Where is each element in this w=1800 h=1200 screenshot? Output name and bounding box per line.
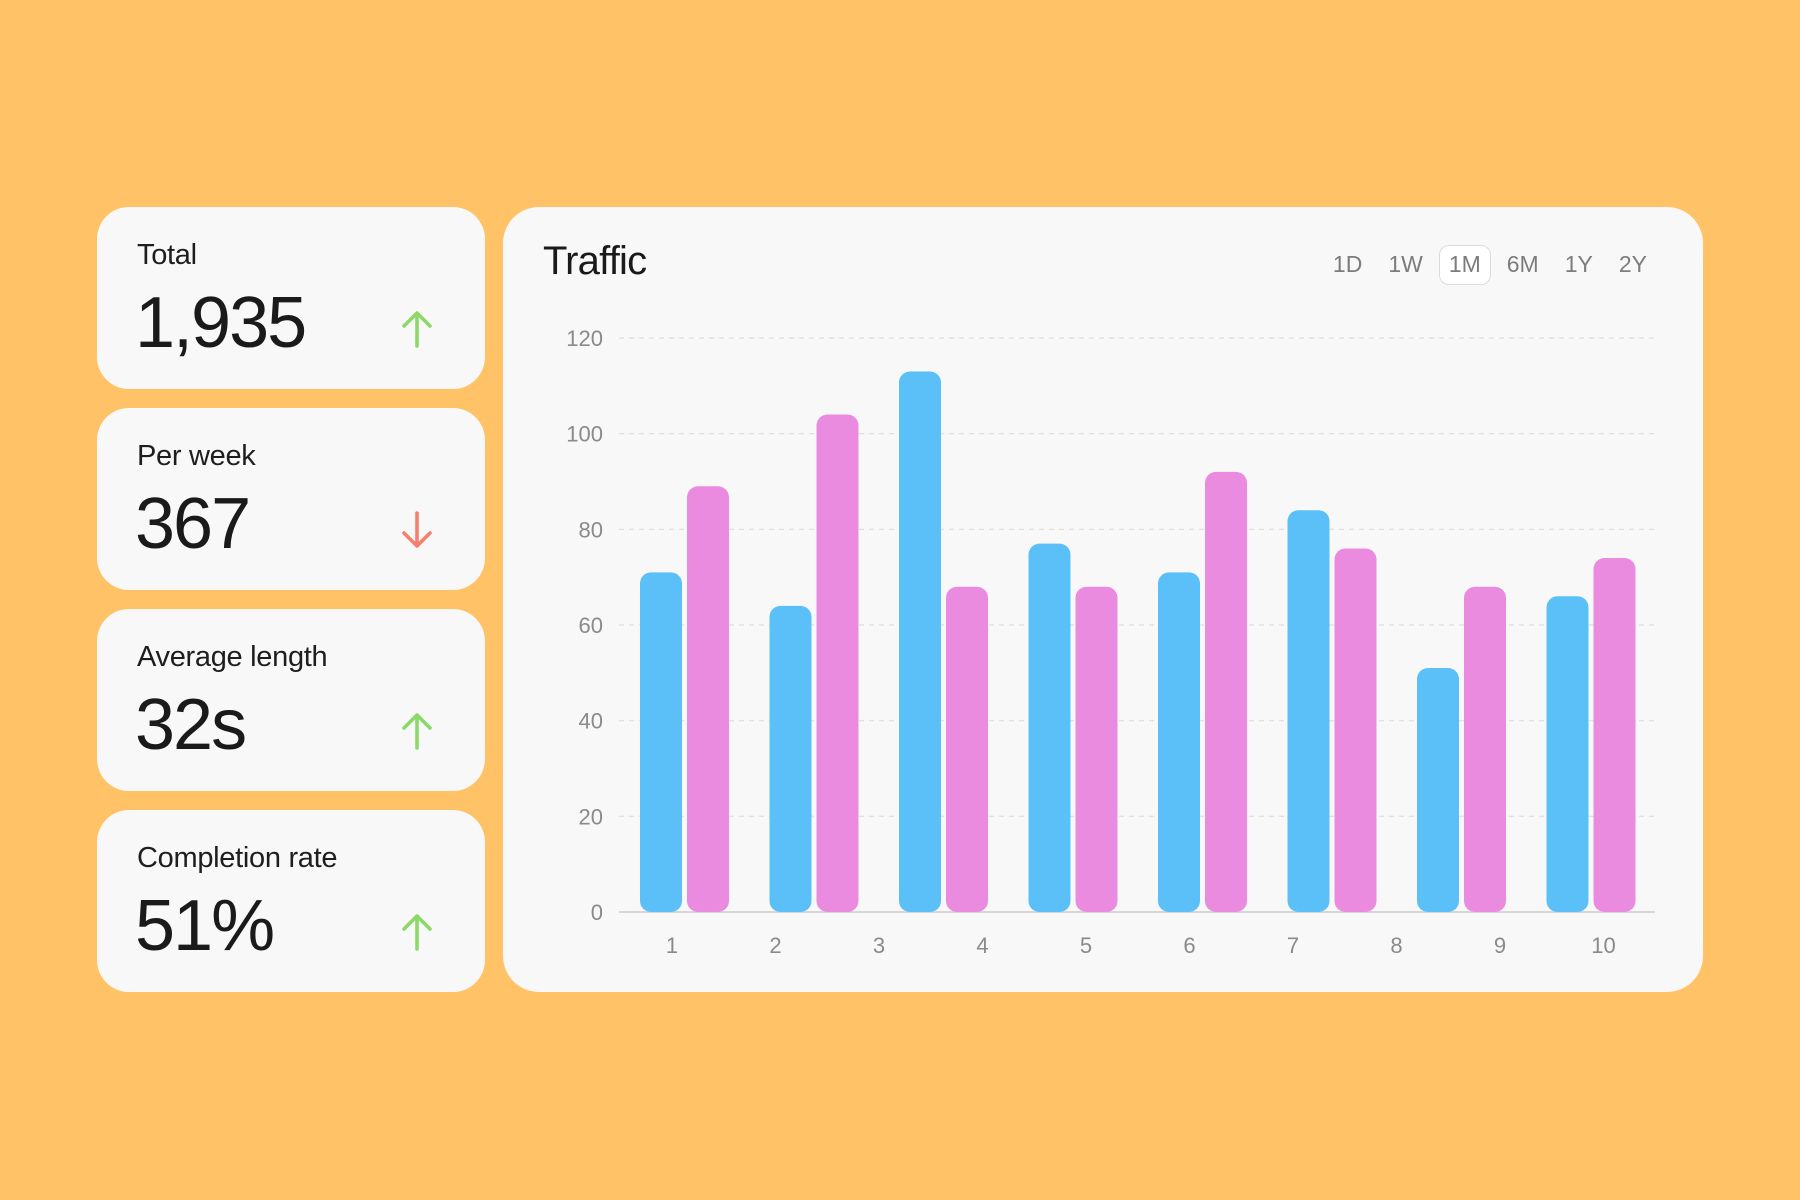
arrow-up-icon [402,311,432,348]
stat-value: 367 [135,484,251,564]
bar-series-1-group-1 [640,572,682,912]
arrow-up-icon [402,914,432,951]
y-tick-label: 20 [579,804,603,829]
bar-series-1-group-4 [1028,543,1071,912]
bar-series-2-group-4 [1075,586,1118,912]
bar-series-1-group-2 [769,605,812,912]
arrow-down-icon [402,511,432,548]
arrow-up-icon [402,713,432,750]
bar-series-2-group-8 [1593,558,1636,912]
x-tick-label: 10 [1591,933,1615,958]
stat-card-completion-rate: Completion rate 51% [97,810,485,992]
x-tick-label: 1 [666,933,678,958]
bar-series-2-group-6 [1334,548,1377,912]
bar-series-1-group-8 [1546,596,1589,912]
x-tick-label: 7 [1287,933,1299,958]
y-tick-label: 100 [566,422,603,447]
y-tick-label: 60 [579,613,603,638]
stat-value: 1,935 [135,283,307,363]
traffic-chart-card: 0 20 40 60 80 100 120 1 2 3 4 5 6 7 8 9 10 Traffic 1D 1W… [503,207,1703,992]
bar-series-1-group-3 [899,371,941,912]
y-tick-label: 0 [591,900,603,925]
tab-1m[interactable]: 1M [1438,245,1491,285]
y-tick-label: 80 [579,517,603,542]
stat-card-total: Total 1,935 [97,207,485,389]
bar-series-1-group-6 [1287,510,1330,912]
chart-title: Traffic [543,239,647,283]
y-tick-label: 40 [579,709,603,734]
bar-series-1-group-7 [1417,668,1459,912]
tab-6m[interactable]: 6M [1506,251,1539,277]
x-tick-label: 8 [1390,933,1402,958]
stat-label: Completion rate [137,842,338,874]
bar-series-2-group-2 [816,414,859,912]
tab-2y[interactable]: 2Y [1618,251,1647,277]
stat-label: Average length [137,641,328,673]
y-tick-label: 120 [566,326,603,351]
stat-label: Per week [137,440,256,472]
stat-label: Total [137,239,197,271]
x-tick-label: 9 [1494,933,1506,958]
traffic-bar-chart: 0 20 40 60 80 100 120 1 2 3 4 5 6 7 8 9 10 [566,326,1655,958]
x-tick-label: 3 [873,933,885,958]
x-tick-label: 6 [1183,933,1195,958]
x-tick-label: 2 [769,933,781,958]
bar-series-2-group-5 [1205,471,1247,912]
x-tick-label: 4 [976,933,988,958]
tab-1w[interactable]: 1W [1388,251,1423,277]
stat-card-per-week: Per week 367 [97,408,485,590]
stat-card-average-length: Average length 32s [97,609,485,791]
bar-series-2-group-1 [687,486,729,912]
stat-value: 32s [135,685,247,765]
bar-series-2-group-3 [946,586,988,912]
tab-1y[interactable]: 1Y [1564,251,1593,277]
stat-value: 51% [135,886,275,966]
bar-series-2-group-7 [1464,586,1506,912]
bar-series-1-group-5 [1158,572,1200,912]
x-tick-label: 5 [1080,933,1092,958]
time-range-tabs: 1D 1W 1M 6M 1Y 2Y [1323,245,1657,285]
tab-1d[interactable]: 1D [1332,251,1363,277]
